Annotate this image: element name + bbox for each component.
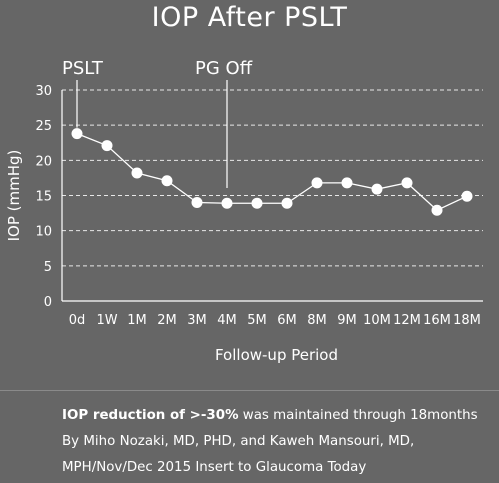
data-point-12M: [401, 177, 413, 189]
caption-highlight: IOP reduction of >-30%: [62, 408, 239, 423]
y-tick-labels: 0 5 10 15 20 25 30: [35, 84, 52, 310]
data-point-1W: [101, 140, 113, 152]
axes: [61, 90, 483, 302]
data-point-16M: [431, 204, 443, 216]
caption-line-3: MPH/Nov/Dec 2015 Insert to Glaucoma Toda…: [62, 460, 367, 475]
x-tick-9M: 9M: [337, 313, 357, 328]
data-point-18M: [461, 190, 473, 202]
y-tick-30: 30: [35, 84, 52, 99]
data-point-3M: [191, 197, 203, 209]
data-point-5M: [251, 197, 263, 209]
x-tick-labels: 0d 1W 1M 2M 3M 4M 5M 6M 8M 9M 10M 12M 16M 18M: [69, 313, 481, 328]
x-tick-6M: 6M: [277, 313, 297, 328]
x-tick-16M: 16M: [423, 313, 451, 328]
y-tick-20: 20: [35, 154, 52, 169]
y-tick-5: 5: [44, 260, 52, 275]
y-tick-25: 25: [35, 119, 52, 134]
x-tick-1W: 1W: [96, 313, 117, 328]
data-point-6M: [281, 197, 293, 209]
caption-line-1-rest: was maintained through 18months: [238, 408, 478, 423]
x-tick-10M: 10M: [363, 313, 391, 328]
series-iop: [71, 128, 473, 216]
caption: IOP reduction of >-30% was maintained th…: [62, 403, 492, 481]
y-tick-10: 10: [35, 225, 52, 240]
y-axis-label: IOP (mmHg): [5, 150, 23, 242]
x-tick-0d: 0d: [69, 313, 86, 328]
caption-line-2: By Miho Nozaki, MD, PHD, and Kaweh Manso…: [62, 434, 415, 449]
x-tick-2M: 2M: [157, 313, 177, 328]
chart-title: IOP After PSLT: [151, 2, 348, 33]
data-point-9M: [341, 177, 353, 189]
x-axis-label: Follow-up Period: [215, 346, 338, 364]
x-tick-1M: 1M: [127, 313, 147, 328]
y-tick-15: 15: [35, 190, 52, 205]
annotation-pg-off: PG Off: [195, 58, 253, 79]
x-tick-18M: 18M: [453, 313, 481, 328]
data-point-4M: [221, 197, 233, 209]
data-point-0d: [71, 128, 83, 140]
x-tick-12M: 12M: [393, 313, 421, 328]
y-tick-0: 0: [44, 295, 52, 310]
data-point-8M: [311, 177, 323, 189]
x-tick-5M: 5M: [247, 313, 267, 328]
divider: [0, 390, 499, 391]
caption-line-1: IOP reduction of >-30% was maintained th…: [62, 403, 492, 429]
x-tick-8M: 8M: [307, 313, 327, 328]
data-point-10M: [371, 183, 383, 195]
annotation-pslt: PSLT: [62, 58, 104, 79]
data-point-2M: [161, 175, 173, 187]
grid-lines: [62, 89, 483, 267]
x-tick-3M: 3M: [187, 313, 207, 328]
x-tick-4M: 4M: [217, 313, 237, 328]
data-point-1M: [131, 167, 143, 179]
annotations: PSLT PG Off: [62, 58, 253, 188]
